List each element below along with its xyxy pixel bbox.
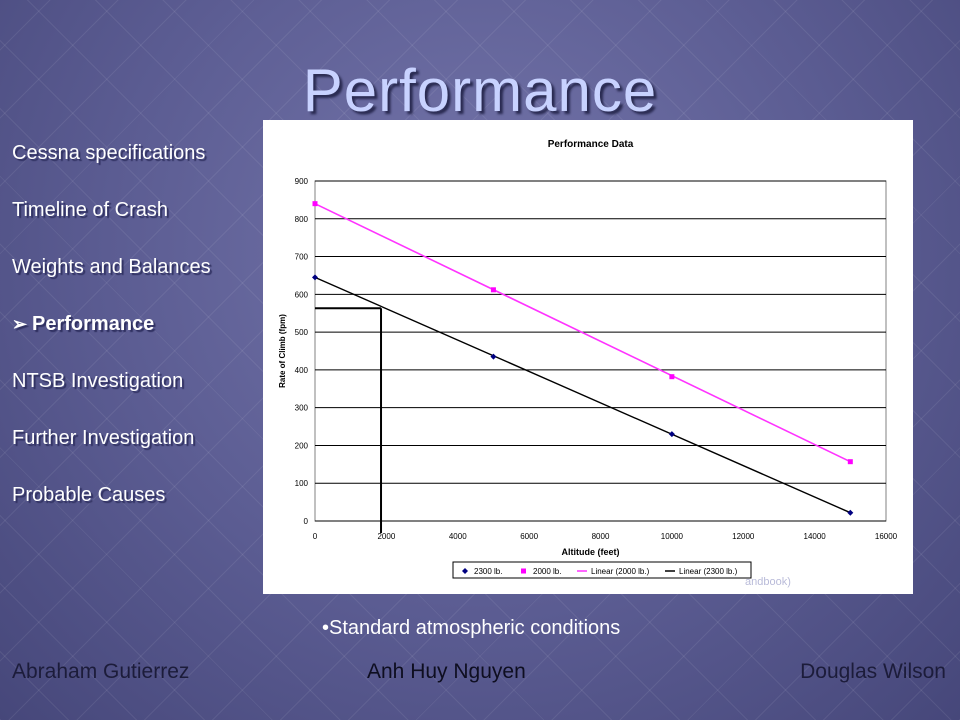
y-tick-label: 200 xyxy=(295,441,309,450)
x-tick-label: 0 xyxy=(313,532,318,541)
nav-item-weights-and-balances[interactable]: Weights and Balances xyxy=(12,256,211,313)
y-tick-label: 600 xyxy=(295,290,309,299)
y-tick-label: 800 xyxy=(295,215,309,224)
nav-item-label: Performance xyxy=(32,313,155,335)
y-tick-label: 400 xyxy=(295,366,309,375)
legend-marker xyxy=(462,568,468,574)
author-3: Douglas Wilson xyxy=(800,660,946,683)
legend-label: 2000 lb. xyxy=(533,567,561,576)
data-point-2000-lb xyxy=(312,201,318,207)
x-tick-label: 14000 xyxy=(804,532,827,541)
data-point-2000-lb xyxy=(490,287,496,293)
nav-item-ntsb-investigation[interactable]: NTSB Investigation xyxy=(12,370,211,427)
performance-chart: 0 100 200 300 400 500 600 700 800 900 0 2000 4000 600… xyxy=(263,120,913,594)
y-axis-label: Rate of Climb (fpm) xyxy=(278,314,287,388)
nav-item-label: NTSB Investigation xyxy=(12,370,184,392)
x-tick-label: 12000 xyxy=(732,532,755,541)
y-tick-label: 500 xyxy=(295,328,309,337)
nav-item-label: Timeline of Crash xyxy=(12,199,168,221)
x-tick-label: 16000 xyxy=(875,532,898,541)
arrow-bullet-icon: ➢ xyxy=(12,314,28,334)
topic-nav: Cessna specifications Timeline of Crash … xyxy=(12,142,211,541)
nav-item-timeline-of-crash[interactable]: Timeline of Crash xyxy=(12,199,211,256)
data-point-2300-lb xyxy=(490,353,497,360)
legend-label: Linear (2000 lb.) xyxy=(591,567,650,576)
y-tick-label: 0 xyxy=(304,517,309,526)
chart-svg: 0 100 200 300 400 500 600 700 800 900 0 2000 4000 600… xyxy=(278,139,898,579)
y-tick-label: 300 xyxy=(295,404,309,413)
series-line-linear-2300 xyxy=(314,276,851,514)
x-tick-label: 2000 xyxy=(377,532,395,541)
nav-item-probable-causes[interactable]: Probable Causes xyxy=(12,484,211,541)
nav-item-further-investigation[interactable]: Further Investigation xyxy=(12,427,211,484)
x-tick-label: 10000 xyxy=(661,532,684,541)
legend-marker xyxy=(521,568,526,574)
author-1: Abraham Gutierrez xyxy=(12,660,190,683)
series-line-linear-2000 xyxy=(314,202,851,463)
legend-label: Linear (2300 lb.) xyxy=(679,567,738,576)
x-tick-label: 6000 xyxy=(520,532,538,541)
x-tick-label: 8000 xyxy=(592,532,610,541)
nav-item-label: Probable Causes xyxy=(12,484,166,506)
nav-item-label: Cessna specifications xyxy=(12,142,206,164)
data-point-2000-lb xyxy=(669,374,675,380)
plot-area xyxy=(314,180,887,522)
author-2: Anh Huy Nguyen xyxy=(367,660,526,683)
legend-label: 2300 lb. xyxy=(474,567,502,576)
nav-item-performance[interactable]: ➢ Performance xyxy=(12,313,211,370)
nav-item-cessna-specifications[interactable]: Cessna specifications xyxy=(12,142,211,199)
nav-item-label: Further Investigation xyxy=(12,427,195,449)
data-point-2300-lb xyxy=(312,274,318,281)
source-note: andbook) xyxy=(745,576,791,588)
slide-title: Performance xyxy=(302,57,658,124)
data-point-2300-lb xyxy=(668,431,675,438)
y-tick-label: 900 xyxy=(295,177,309,186)
chart-title: Performance Data xyxy=(548,139,634,150)
data-point-2300-lb xyxy=(847,509,854,516)
data-point-2000-lb xyxy=(847,459,853,465)
conditions-caption: •Standard atmospheric conditions xyxy=(322,617,621,639)
nav-item-label: Weights and Balances xyxy=(12,256,211,278)
legend-box xyxy=(452,561,752,579)
x-axis-label: Altitude (feet) xyxy=(562,547,620,557)
y-tick-label: 700 xyxy=(295,253,309,262)
x-tick-label: 4000 xyxy=(449,532,467,541)
y-tick-label: 100 xyxy=(295,479,309,488)
